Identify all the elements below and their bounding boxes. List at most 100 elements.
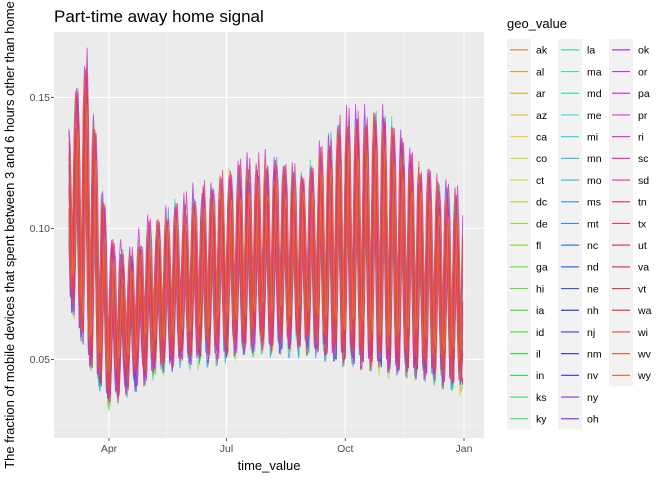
- legend-item-ks: ks: [507, 386, 547, 408]
- legend-item-tx: tx: [609, 212, 647, 235]
- legend-item-wy: wy: [609, 364, 652, 387]
- legend-label: fl: [536, 240, 541, 252]
- legend-item-id: id: [507, 321, 544, 343]
- legend-label: nj: [587, 327, 595, 339]
- legend-item-wa: wa: [609, 299, 652, 322]
- legend-item-nc: nc: [558, 234, 598, 256]
- legend-label: mo: [587, 175, 602, 187]
- legend-label: az: [536, 110, 547, 122]
- legend-label: mt: [587, 218, 599, 230]
- x-axis-ticks: Apr Jul Oct Jan: [101, 438, 473, 455]
- legend-item-ny: ny: [558, 386, 599, 408]
- x-axis-title: time_value: [238, 458, 301, 473]
- legend-label: me: [587, 110, 602, 122]
- legend-label: il: [536, 348, 541, 360]
- legend-label: nh: [587, 305, 599, 317]
- legend-item-ia: ia: [507, 299, 544, 322]
- legend-label: ca: [536, 131, 547, 143]
- legend-label: ar: [536, 88, 546, 100]
- legend-label: pr: [638, 110, 648, 122]
- legend-label: tx: [638, 218, 647, 230]
- legend-item-il: il: [507, 342, 541, 365]
- legend-label: ct: [536, 175, 544, 187]
- legend-item-ms: ms: [558, 190, 601, 213]
- legend-label: ks: [536, 392, 547, 404]
- legend-item-mo: mo: [558, 169, 602, 191]
- legend-item-mt: mt: [558, 212, 599, 235]
- legend-item-wv: wv: [609, 342, 652, 365]
- legend-label: hi: [536, 283, 544, 295]
- legend-item-al: al: [507, 60, 544, 83]
- legend-label: in: [536, 370, 544, 382]
- legend-label: sc: [638, 153, 649, 165]
- x-tick-label: Oct: [337, 443, 353, 455]
- y-tick-label: 0.05: [30, 354, 51, 366]
- legend-item-va: va: [609, 256, 649, 278]
- legend-item-ma: ma: [558, 60, 602, 83]
- legend-label: dc: [536, 197, 547, 209]
- legend-item-pr: pr: [609, 104, 648, 126]
- legend-label: wv: [637, 348, 652, 360]
- legend-label: nv: [587, 370, 599, 382]
- legend-item-ne: ne: [558, 277, 599, 300]
- legend-item-dc: dc: [507, 190, 547, 213]
- legend-label: ga: [536, 262, 548, 274]
- legend-item-sd: sd: [609, 169, 649, 191]
- x-tick-label: Apr: [101, 443, 118, 455]
- legend-label: id: [536, 327, 544, 339]
- legend-item-vt: vt: [609, 277, 646, 300]
- legend-label: wi: [637, 327, 648, 339]
- y-tick-label: 0.15: [30, 92, 51, 104]
- legend-item-me: me: [558, 104, 602, 126]
- legend-item-in: in: [507, 364, 544, 387]
- legend-label: mn: [587, 153, 602, 165]
- legend-item-pa: pa: [609, 82, 650, 105]
- legend-item-az: az: [507, 104, 547, 126]
- chart-title: Part-time away home signal: [54, 7, 264, 26]
- legend-item-nj: nj: [558, 321, 595, 343]
- legend-label: co: [536, 153, 547, 165]
- legend-item-ak: ak: [507, 39, 548, 61]
- legend-item-co: co: [507, 147, 547, 170]
- series-line-wv: [68, 72, 464, 373]
- legend-label: mi: [587, 131, 598, 143]
- legend-item-tn: tn: [609, 190, 647, 213]
- legend: geo_value ak al ar az ca co ct dc de fl ga hi ia id il…: [507, 16, 652, 430]
- series-lines: [68, 47, 464, 411]
- y-axis-ticks: 0.05 0.10 0.15: [30, 92, 54, 366]
- legend-label: ms: [587, 197, 601, 209]
- legend-label: ia: [536, 305, 544, 317]
- legend-item-ok: ok: [609, 39, 650, 61]
- legend-item-mn: mn: [558, 147, 602, 170]
- legend-label: or: [638, 66, 648, 78]
- legend-item-ut: ut: [609, 234, 647, 256]
- x-tick-label: Jan: [456, 443, 473, 455]
- legend-item-la: la: [558, 39, 595, 61]
- y-tick-label: 0.10: [30, 223, 51, 235]
- legend-label: ma: [587, 66, 602, 78]
- legend-label: wy: [637, 370, 652, 382]
- legend-item-md: md: [558, 82, 602, 105]
- legend-item-nv: nv: [558, 364, 599, 387]
- legend-item-oh: oh: [558, 407, 599, 430]
- legend-item-hi: hi: [507, 277, 544, 300]
- legend-label: md: [587, 88, 602, 100]
- legend-item-mi: mi: [558, 125, 598, 148]
- legend-item-nm: nm: [558, 342, 602, 365]
- legend-label: nc: [587, 240, 598, 252]
- legend-item-ct: ct: [507, 169, 544, 191]
- legend-title: geo_value: [507, 16, 567, 31]
- legend-item-ri: ri: [609, 125, 644, 148]
- x-tick-label: Jul: [220, 443, 233, 455]
- legend-item-nd: nd: [558, 256, 599, 278]
- legend-label: ri: [638, 131, 644, 143]
- legend-label: tn: [638, 197, 647, 209]
- legend-label: va: [638, 262, 649, 274]
- legend-label: sd: [638, 175, 649, 187]
- legend-label: oh: [587, 414, 599, 426]
- legend-item-ca: ca: [507, 125, 547, 148]
- legend-label: ok: [638, 45, 650, 57]
- legend-label: vt: [638, 283, 646, 295]
- legend-item-sc: sc: [609, 147, 649, 170]
